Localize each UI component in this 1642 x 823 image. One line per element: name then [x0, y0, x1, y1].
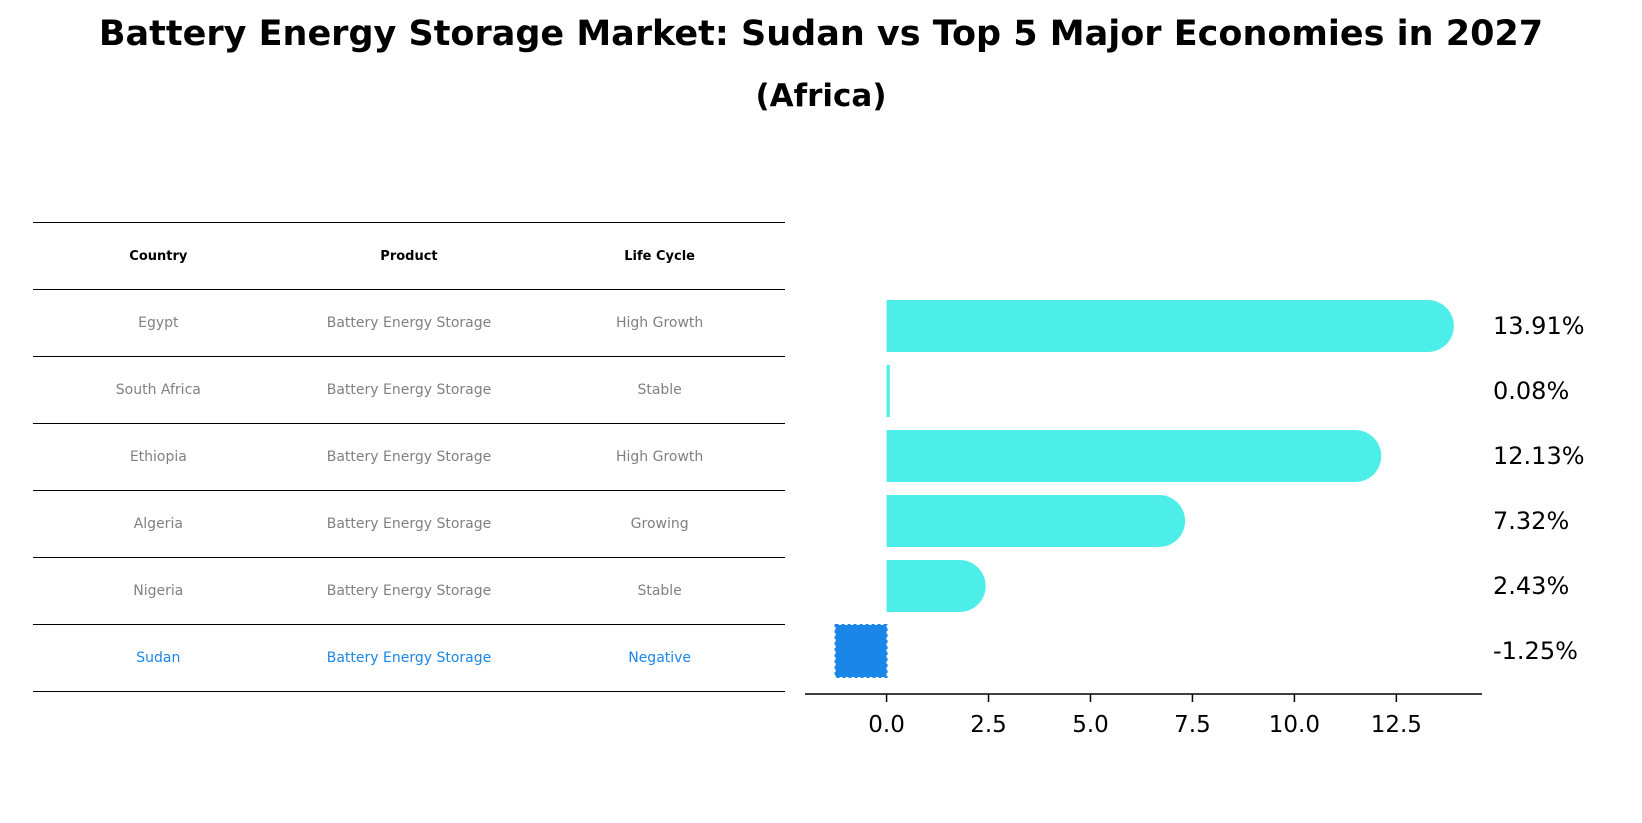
cell-country: South Africa — [115, 382, 201, 398]
cell-country: Ethiopia — [129, 449, 187, 465]
x-tick-label: 7.5 — [1174, 712, 1211, 738]
value-label: 13.91% — [1493, 312, 1585, 340]
table-row: Egypt Battery Energy Storage High Growth — [33, 289, 785, 356]
table-header-row: Country Product Life Cycle — [33, 222, 785, 289]
header-country: Country — [129, 248, 188, 264]
table-row: Algeria Battery Energy Storage Growing — [33, 490, 785, 557]
x-tick-label: 10.0 — [1269, 712, 1320, 738]
value-label: 2.43% — [1493, 572, 1569, 600]
cell-product: Battery Energy Storage — [326, 650, 492, 666]
country-table: Country Product Life Cycle Egypt Battery… — [33, 222, 785, 692]
cell-country: Egypt — [138, 315, 179, 331]
table-row: South Africa Battery Energy Storage Stab… — [33, 356, 785, 423]
bar-ethiopia — [886, 430, 1382, 482]
cell-product: Battery Energy Storage — [326, 583, 492, 599]
cell-product: Battery Energy Storage — [326, 516, 492, 532]
x-tick-label: 2.5 — [970, 712, 1007, 738]
cell-life-cycle: Stable — [637, 583, 682, 599]
bar-nigeria — [886, 560, 986, 612]
table-row: Ethiopia Battery Energy Storage High Gro… — [33, 423, 785, 490]
chart-subtitle: (Africa) — [755, 78, 887, 114]
x-tick-label: 12.5 — [1371, 712, 1422, 738]
cell-life-cycle: Stable — [637, 382, 682, 398]
x-tick-label: 5.0 — [1072, 712, 1109, 738]
cell-life-cycle: Growing — [630, 516, 689, 532]
cell-country: Sudan — [136, 650, 181, 666]
header-product: Product — [380, 248, 438, 264]
bar-egypt — [886, 300, 1454, 352]
bar-sudan — [835, 625, 887, 677]
value-label: 0.08% — [1493, 377, 1569, 405]
cell-product: Battery Energy Storage — [326, 382, 492, 398]
cell-life-cycle: High Growth — [615, 449, 704, 465]
value-label: 12.13% — [1493, 442, 1585, 470]
x-tick-label: 0.0 — [868, 712, 905, 738]
bar-south-africa — [886, 365, 890, 417]
cell-life-cycle: High Growth — [615, 315, 704, 331]
cell-country: Nigeria — [133, 583, 184, 599]
cell-country: Algeria — [133, 516, 183, 532]
chart-title: Battery Energy Storage Market: Sudan vs … — [98, 14, 1544, 54]
bar-outline-highlight — [834, 624, 888, 678]
header-life-cycle: Life Cycle — [624, 248, 695, 264]
cell-product: Battery Energy Storage — [326, 315, 492, 331]
bar-chart: 13.91% 0.08% 12.13% 7.32% 2.43% -1.25% 0.0 2.5 5… — [805, 300, 1585, 738]
cell-product: Battery Energy Storage — [326, 449, 492, 465]
table-row-highlighted: Sudan Battery Energy Storage Negative — [33, 624, 785, 692]
value-label: -1.25% — [1493, 637, 1578, 665]
value-label: 7.32% — [1493, 507, 1569, 535]
bar-algeria — [886, 495, 1186, 547]
cell-life-cycle: Negative — [628, 650, 692, 666]
table-row: Nigeria Battery Energy Storage Stable — [33, 557, 785, 624]
